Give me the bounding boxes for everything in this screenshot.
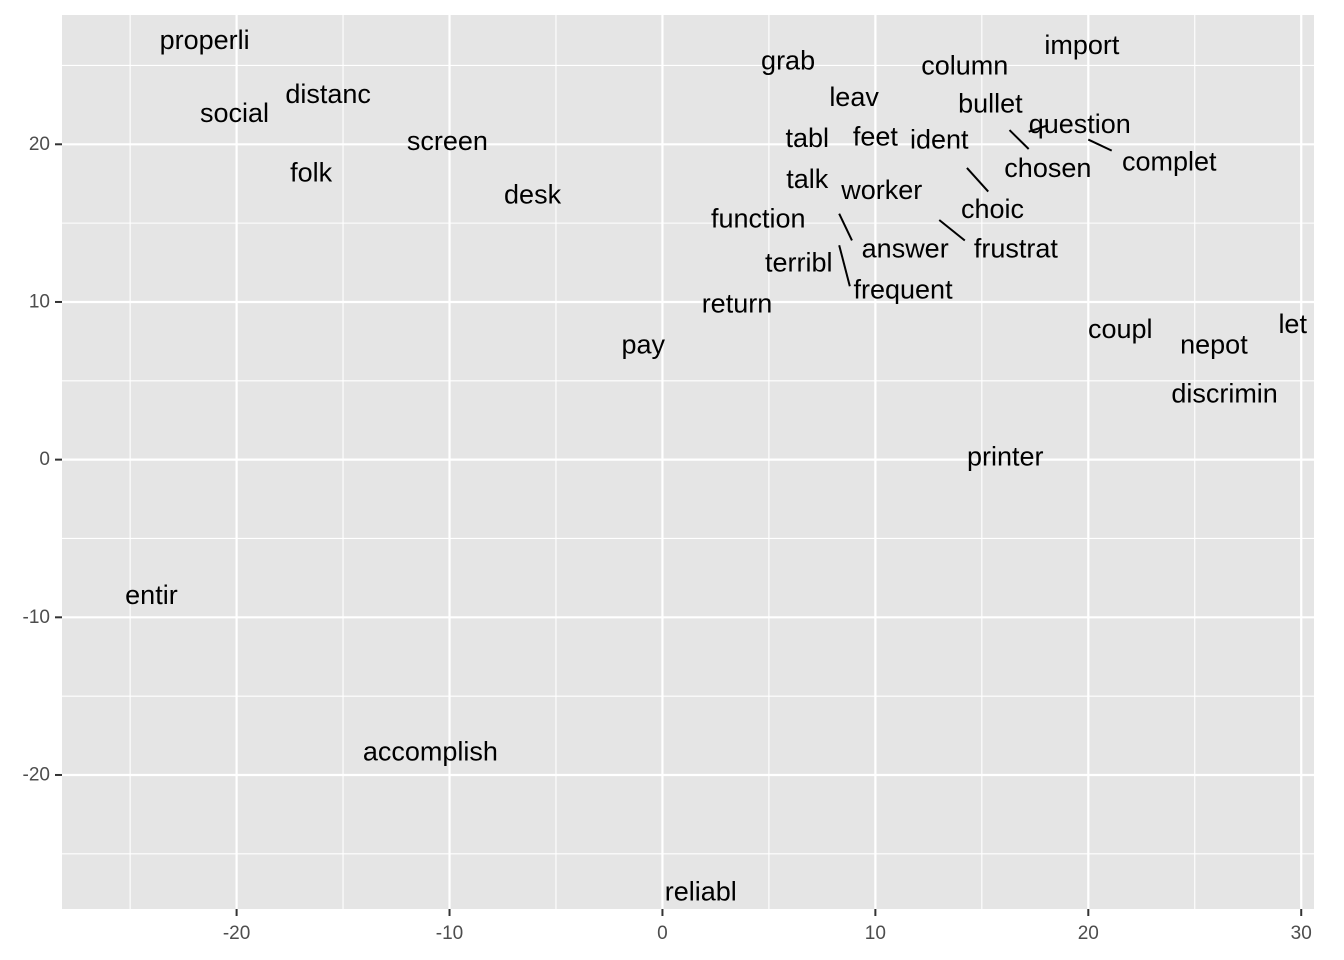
word-label-worker: worker: [840, 175, 922, 205]
word-label-desk: desk: [504, 180, 562, 210]
x-tick-label: 20: [1078, 923, 1099, 944]
word-label-folk: folk: [290, 158, 333, 188]
y-tick-label: 0: [39, 449, 50, 470]
word-label-coupl: coupl: [1088, 314, 1153, 344]
major-gridlines: [62, 15, 1314, 909]
word-label-talk: talk: [786, 164, 829, 194]
word-labels: properlidistancsocialscreenfolkdeskgrabl…: [125, 25, 1307, 906]
word-label-pay: pay: [622, 330, 666, 360]
word-label-answer: answer: [862, 233, 949, 263]
word-label-choic: choic: [961, 194, 1024, 224]
connector-segment: [966, 167, 989, 193]
word-label-chosen: chosen: [1004, 153, 1091, 183]
label-connectors: [838, 124, 1113, 287]
connector-segment: [838, 244, 851, 287]
word-label-column: column: [921, 50, 1008, 80]
connector-segment: [1028, 124, 1049, 133]
connector-segment: [1087, 138, 1113, 152]
connector-segment: [938, 219, 966, 242]
word-label-distanc: distanc: [285, 79, 371, 109]
word-label-screen: screen: [407, 126, 488, 156]
word-label-accomplish: accomplish: [363, 736, 498, 766]
y-axis: -20 -10 0 10 20: [23, 134, 62, 785]
y-tick-label: -10: [23, 607, 50, 628]
word-label-social: social: [200, 98, 269, 128]
connector-segment: [1008, 129, 1030, 150]
word-label-import: import: [1044, 30, 1120, 60]
connector-segment: [838, 213, 853, 241]
word-label-terribl: terribl: [765, 248, 833, 278]
word-label-tabl: tabl: [785, 123, 829, 153]
word-label-return: return: [702, 289, 773, 319]
x-tick-label: 10: [865, 923, 886, 944]
x-tick-label: 30: [1291, 923, 1312, 944]
word-label-ident: ident: [910, 125, 969, 155]
word-label-function: function: [711, 203, 806, 233]
word-label-leav: leav: [829, 82, 879, 112]
word-label-bullet: bullet: [958, 88, 1023, 118]
x-tick-label: -20: [223, 923, 250, 944]
word-label-frequent: frequent: [854, 274, 954, 304]
plot-panel: [62, 15, 1314, 909]
y-tick-label: 10: [29, 291, 50, 312]
word-label-let: let: [1278, 309, 1307, 339]
y-tick-label: 20: [29, 134, 50, 155]
x-axis: -20 -10 0 10 20 30: [223, 909, 1312, 944]
word-label-nepot: nepot: [1180, 330, 1248, 360]
word-label-frustrat: frustrat: [974, 233, 1059, 263]
word-label-discrimin: discrimin: [1171, 378, 1278, 408]
y-tick-label: -20: [23, 764, 50, 785]
word-label-entir: entir: [125, 580, 178, 610]
word-label-question: question: [1029, 109, 1131, 139]
minor-gridlines: [62, 15, 1314, 909]
word-label-complet: complet: [1122, 147, 1217, 177]
word-label-feet: feet: [853, 121, 899, 151]
word-label-printer: printer: [967, 441, 1044, 471]
x-tick-label: -10: [436, 923, 463, 944]
word-label-properli: properli: [160, 25, 250, 55]
x-tick-label: 0: [657, 923, 668, 944]
word-label-reliabl: reliabl: [665, 877, 737, 907]
word-label-grab: grab: [761, 46, 815, 76]
